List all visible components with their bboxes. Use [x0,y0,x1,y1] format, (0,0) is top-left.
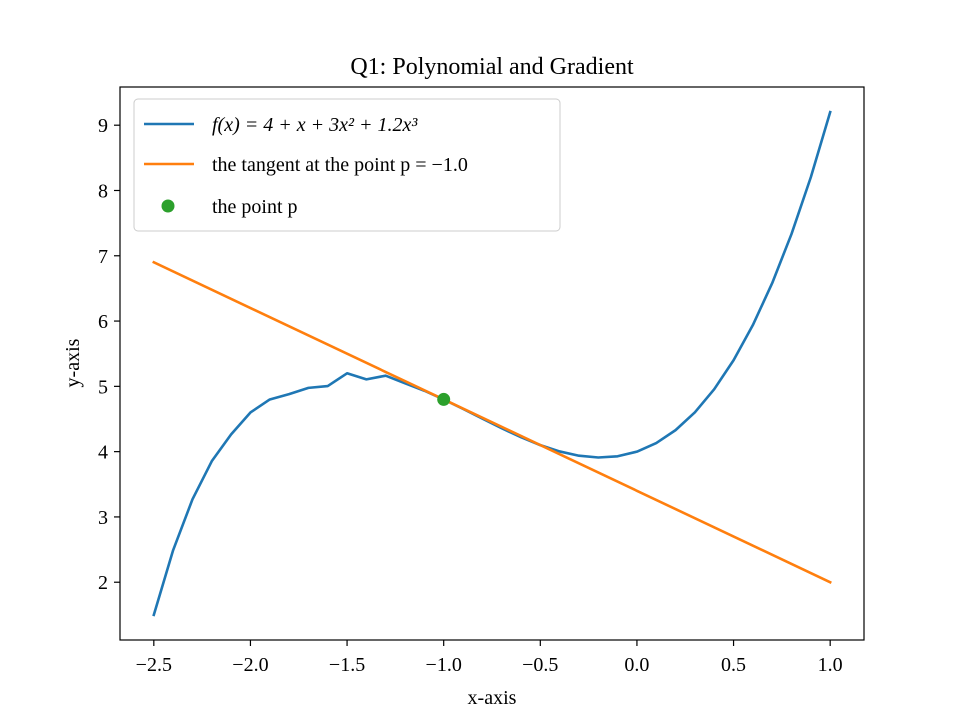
legend: f(x) = 4 + x + 3x² + 1.2x³ the tangent a… [133,98,561,232]
legend-label-polynomial: f(x) = 4 + x + 3x² + 1.2x³ [212,114,418,136]
y-axis-ticks: 2 3 4 5 6 7 8 9 [98,115,120,594]
x-axis-ticks: −2.5 −2.0 −1.5 −1.0 −0.5 0.0 0.5 1.0 [136,640,843,676]
x-tick-label: −2.0 [232,654,268,676]
y-tick-label: 9 [98,115,108,137]
x-tick-label: 1.0 [818,654,843,676]
x-tick-label: −1.0 [426,654,462,676]
y-tick-label: 2 [98,572,108,594]
x-tick-label: −0.5 [522,654,558,676]
x-tick-label: −1.5 [329,654,365,676]
y-tick-label: 3 [98,507,108,529]
legend-swatch-point [161,199,175,213]
legend-box [133,98,561,232]
chart-title: Q1: Polynomial and Gradient [350,54,634,80]
data-point [437,392,451,406]
y-tick-label: 4 [98,442,108,464]
plot-area [152,110,832,617]
x-axis-label: x-axis [468,687,517,709]
y-tick-label: 7 [98,246,108,268]
x-tick-label: 0.5 [721,654,746,676]
y-axis-label: y-axis [62,338,84,387]
legend-label-point: the point p [212,196,298,218]
y-tick-label: 8 [98,180,108,202]
y-tick-label: 6 [98,311,108,333]
y-tick-label: 5 [98,376,108,398]
axes-frame [119,86,865,641]
legend-label-tangent: the tangent at the point p = −1.0 [212,154,468,176]
x-tick-label: 0.0 [624,654,649,676]
x-tick-label: −2.5 [136,654,172,676]
series-line-1 [152,260,832,584]
